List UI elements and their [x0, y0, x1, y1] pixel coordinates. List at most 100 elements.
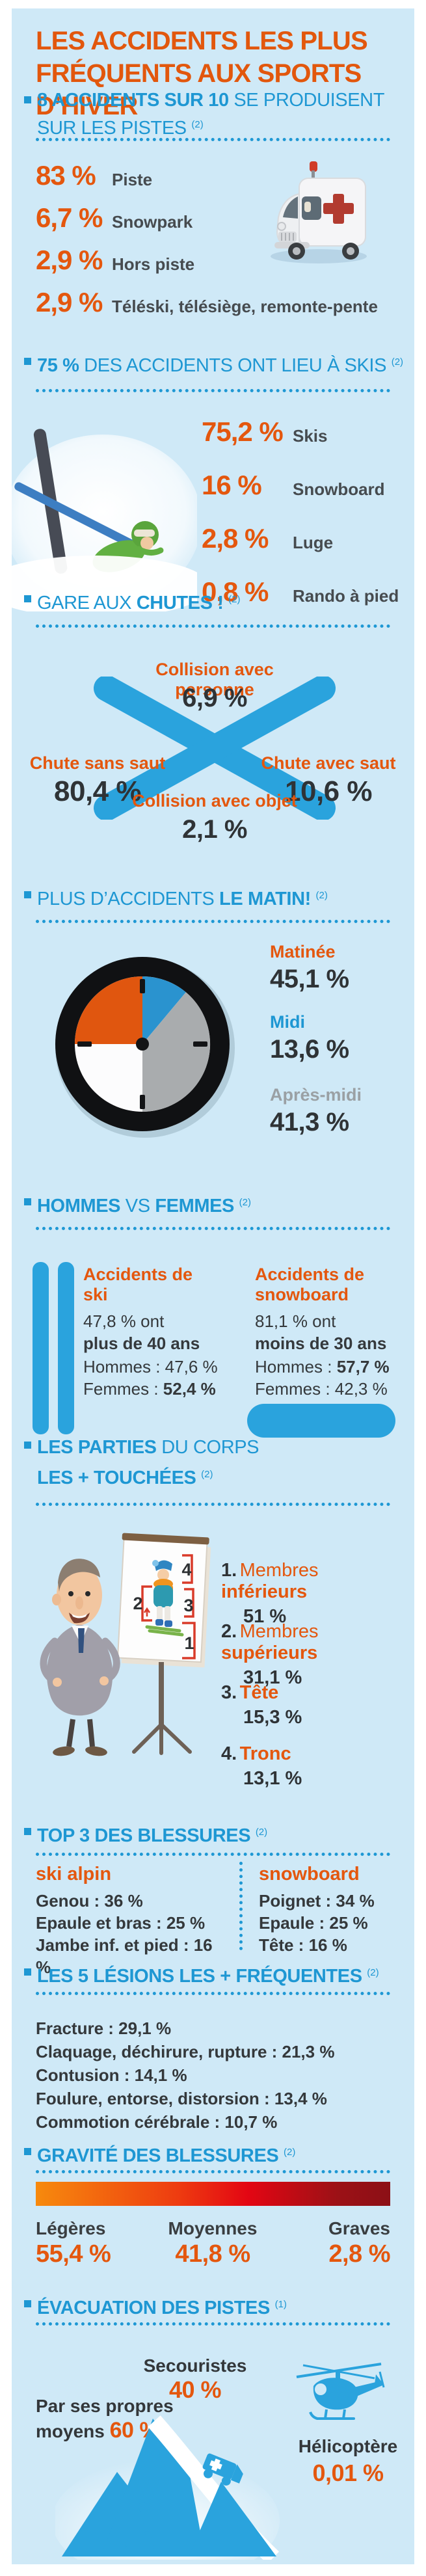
- section-heading-matin: PLUS D’ACCIDENTS LE MATIN! (2): [24, 883, 408, 911]
- item-name-bold: supérieurs: [221, 1643, 318, 1663]
- heading-bold: HOMMES: [37, 1196, 121, 1216]
- fall-type-label: Collision avec personne: [155, 660, 274, 699]
- item-value: 31,1 %: [243, 1667, 302, 1688]
- dotted-divider: [36, 1503, 390, 1506]
- severity-value: 41,8 %: [175, 2240, 250, 2268]
- snowboard-accidents-column: Accidents de snowboard 81,1 % ont moins …: [255, 1265, 405, 1400]
- heading-light: DES ACCIDENTS ONT LIEU À SKIS: [79, 355, 392, 376]
- item-name-bold: inférieurs: [221, 1581, 308, 1602]
- page-title: LES ACCIDENTS LES PLUS FRÉQUENTS AUX SPO…: [36, 25, 387, 122]
- severity-value: 2,8 %: [328, 2240, 390, 2268]
- board-number: 3: [183, 1596, 193, 1615]
- injury-item: Epaule et bras : 25 %: [36, 1913, 206, 1933]
- ambulance-icon: [271, 161, 367, 263]
- footnote-marker: (2): [191, 119, 204, 130]
- heading-bold: LES 5 LÉSIONS LES + FRÉQUENTES: [37, 1966, 367, 1987]
- injury-item: Genou : 36 %: [36, 1891, 143, 1911]
- lesion-item: Foulure, entorse, distorsion : 13,4 %: [36, 2089, 327, 2108]
- stat-value: 75,2 %: [202, 416, 284, 447]
- section-heading-evacuation: ÉVACUATION DES PISTES (1): [24, 2292, 401, 2320]
- time-slot-label: Matinée: [270, 942, 336, 961]
- stat-label: Hors piste: [112, 254, 195, 274]
- item-name-bold: Tête: [239, 1682, 279, 1703]
- top3-snowboard-column: snowboard Poignet : 34 % Epaule : 25 % T…: [259, 1864, 402, 1956]
- item-number: 2.: [221, 1621, 237, 1642]
- ski-accidents-column: Accidents de ski 47,8 % ont plus de 40 a…: [83, 1265, 246, 1400]
- helicopter-icon: [296, 2363, 385, 2420]
- body-part-item: 2. Membres supérieurs 31,1 %: [221, 1621, 403, 1689]
- men-share: Hommes : 57,7 %: [255, 1356, 405, 1378]
- item-name: Tronc: [240, 1743, 291, 1764]
- item-number: 4.: [221, 1743, 237, 1764]
- item-number: 1.: [221, 1560, 237, 1581]
- helicopter-value: 0,01 %: [312, 2460, 384, 2486]
- crossed-skis-icon: [94, 677, 336, 820]
- stat-label: Piste: [112, 170, 153, 189]
- square-bullet-icon: [24, 1968, 31, 1976]
- lesion-item: Contusion : 14,1 %: [36, 2065, 187, 2085]
- column-title-line2: ski: [83, 1285, 108, 1304]
- column-title-line2: snowboard: [255, 1285, 349, 1304]
- fall-type-label: Collision avec objet: [132, 791, 297, 811]
- board-number: 1: [184, 1633, 194, 1653]
- stat-value: 6,7 %: [36, 202, 103, 233]
- skis-icon: [33, 1262, 74, 1434]
- stat-value: 2,9 %: [36, 245, 103, 275]
- column-title-line1: Accidents de: [255, 1265, 365, 1284]
- red-brackets: [141, 1554, 196, 1659]
- time-slot-label: Après-midi: [270, 1085, 362, 1105]
- heading-light: VS: [120, 1196, 155, 1216]
- column-title: ski alpin: [36, 1864, 112, 1885]
- top3-ski-column: ski alpin Genou : 36 % Epaule et bras : …: [36, 1864, 231, 1978]
- lesion-item: Claquage, déchirure, rupture : 21,3 %: [36, 2042, 335, 2061]
- mini-skier-drawing: [145, 1560, 184, 1637]
- item-name: Tête: [240, 1682, 279, 1703]
- men-share-label: Hommes :: [255, 1357, 337, 1376]
- stat-value: 16 %: [202, 470, 262, 500]
- square-bullet-icon: [24, 2148, 31, 2155]
- lesions-list: Fracture : 29,1 % Claquage, déchirure, r…: [36, 2017, 390, 2134]
- heading-bold: LES PARTIES: [37, 1437, 157, 1458]
- heading-light: SE PRODUISENT: [228, 90, 385, 111]
- heading-bold: ÉVACUATION DES PISTES: [37, 2298, 275, 2318]
- injury-item: Tête : 16 %: [259, 1935, 347, 1955]
- item-name: Membres supérieurs: [221, 1621, 319, 1663]
- footnote-marker: (2): [391, 356, 404, 368]
- section-heading-skis: 75 % DES ACCIDENTS ONT LIEU À SKIS (2): [24, 350, 414, 378]
- board-number: 4: [181, 1560, 191, 1579]
- square-bullet-icon: [24, 891, 31, 898]
- heading-bold: CHUTES !: [136, 593, 229, 613]
- heading-light: PLUS D’ACCIDENTS: [37, 889, 220, 909]
- footnote-marker: (2): [239, 1197, 251, 1208]
- injury-item: Epaule : 25 %: [259, 1913, 368, 1933]
- square-bullet-icon: [24, 358, 31, 365]
- dotted-divider: [36, 138, 390, 141]
- age-group: moins de 30 ans: [255, 1334, 387, 1353]
- severity-label: Légères: [36, 2218, 106, 2238]
- dotted-divider: [36, 624, 390, 628]
- injury-item: Jambe inf. et pied : 16 %: [36, 1935, 213, 1977]
- square-bullet-icon: [24, 595, 31, 602]
- women-share-value: 52,4 %: [163, 1379, 216, 1399]
- age-group: plus de 40 ans: [83, 1334, 200, 1353]
- men-share: Hommes : 47,6 %: [83, 1357, 218, 1376]
- footnote-marker: (2): [284, 2147, 296, 2158]
- body-part-item: 1. Membres inférieurs 51 %: [221, 1560, 403, 1628]
- body-part-item: 3. Tête 15,3 %: [221, 1682, 403, 1728]
- snowboard-icon: [247, 1404, 395, 1438]
- item-value: 51 %: [243, 1606, 287, 1627]
- square-bullet-icon: [24, 1442, 31, 1449]
- own-means-line2: moyens: [36, 2421, 110, 2441]
- fall-type-label: Chute avec saut: [261, 753, 396, 773]
- walking-skier-icon: [122, 2502, 161, 2555]
- footnote-marker: (2): [255, 1827, 268, 1838]
- footnote-marker: (2): [315, 890, 328, 901]
- lesion-item: Fracture : 29,1 %: [36, 2019, 172, 2038]
- column-title: snowboard: [259, 1864, 360, 1885]
- heading-bold: 75 %: [37, 355, 79, 376]
- footnote-marker: (1): [274, 2299, 287, 2310]
- stat-value: 0,8 %: [202, 576, 269, 607]
- title-line2: FRÉQUENTS AUX SPORTS D’HIVER: [36, 59, 362, 120]
- square-bullet-icon: [24, 1198, 31, 1205]
